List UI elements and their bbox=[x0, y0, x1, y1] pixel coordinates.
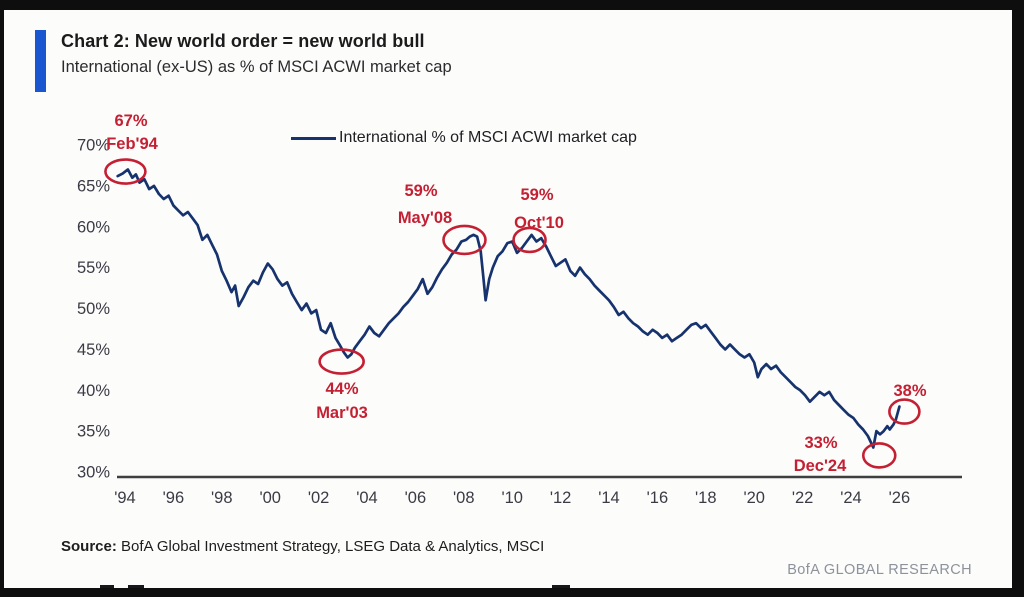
annotation-date-label: Oct'10 bbox=[514, 214, 564, 232]
cropped-next-line-artifact bbox=[128, 585, 144, 588]
cropped-next-line-artifact bbox=[100, 585, 114, 588]
cropped-next-line-artifact bbox=[552, 585, 570, 588]
source-text: BofA Global Investment Strategy, LSEG Da… bbox=[116, 538, 545, 555]
annotation-circle bbox=[861, 442, 897, 469]
y-tick-label: 65% bbox=[77, 177, 110, 195]
chart-legend: International % of MSCI ACWI market cap bbox=[291, 127, 637, 149]
x-tick-label: '16 bbox=[647, 489, 669, 507]
source-label: Source: bbox=[61, 538, 117, 555]
annotation-value-label: 44% bbox=[325, 380, 358, 398]
legend-label: International % of MSCI ACWI market cap bbox=[339, 129, 637, 146]
x-tick-label: '24 bbox=[840, 489, 862, 507]
y-tick-label: 30% bbox=[77, 464, 110, 482]
annotation-circle bbox=[318, 348, 365, 375]
x-tick-label: '14 bbox=[598, 489, 620, 507]
y-tick-label: 55% bbox=[77, 259, 110, 277]
annotation-date-label: May'08 bbox=[398, 209, 452, 227]
legend-line-swatch bbox=[291, 136, 336, 140]
annotation-date-label: Mar'03 bbox=[316, 404, 368, 422]
x-tick-label: '94 bbox=[114, 489, 136, 507]
report-panel: Chart 2: New world order = new world bul… bbox=[4, 10, 1012, 588]
x-tick-label: '26 bbox=[889, 489, 911, 507]
y-tick-label: 40% bbox=[77, 382, 110, 400]
x-tick-label: '04 bbox=[356, 489, 378, 507]
x-tick-label: '22 bbox=[792, 489, 814, 507]
chart-title: Chart 2: New world order = new world bul… bbox=[61, 31, 425, 51]
y-tick-label: 50% bbox=[77, 300, 110, 318]
x-tick-label: '02 bbox=[308, 489, 330, 507]
x-tick-label: '08 bbox=[453, 489, 475, 507]
annotation-value-label: 38% bbox=[893, 382, 926, 400]
brand-mark: BofA GLOBAL RESEARCH bbox=[787, 562, 972, 578]
annotation-value-label: 59% bbox=[520, 186, 553, 204]
x-tick-label: '20 bbox=[743, 489, 765, 507]
source-line: Source: BofA Global Investment Strategy,… bbox=[61, 538, 544, 555]
x-tick-label: '96 bbox=[163, 489, 185, 507]
x-tick-label: '00 bbox=[259, 489, 281, 507]
x-tick-label: '98 bbox=[211, 489, 233, 507]
y-tick-label: 45% bbox=[77, 341, 110, 359]
annotation-date-label: Dec'24 bbox=[794, 457, 847, 475]
annotation-circle bbox=[512, 226, 547, 254]
series-line-international-share bbox=[116, 168, 901, 449]
x-tick-label: '06 bbox=[405, 489, 427, 507]
annotation-value-label: 67% bbox=[114, 112, 147, 130]
annotation-circle bbox=[888, 398, 921, 425]
annotation-value-label: 33% bbox=[804, 434, 837, 452]
x-tick-label: '10 bbox=[501, 489, 523, 507]
title-accent-bar bbox=[35, 30, 46, 92]
y-tick-label: 35% bbox=[77, 423, 110, 441]
y-tick-label: 60% bbox=[77, 218, 110, 236]
x-tick-label: '12 bbox=[550, 489, 572, 507]
x-tick-label: '18 bbox=[695, 489, 717, 507]
annotation-value-label: 59% bbox=[404, 182, 437, 200]
annotation-date-label: Feb'94 bbox=[106, 135, 158, 153]
y-tick-label: 70% bbox=[77, 137, 110, 155]
annotation-circle bbox=[104, 158, 147, 185]
annotation-circle bbox=[442, 224, 487, 256]
chart-subtitle: International (ex-US) as % of MSCI ACWI … bbox=[61, 58, 452, 76]
